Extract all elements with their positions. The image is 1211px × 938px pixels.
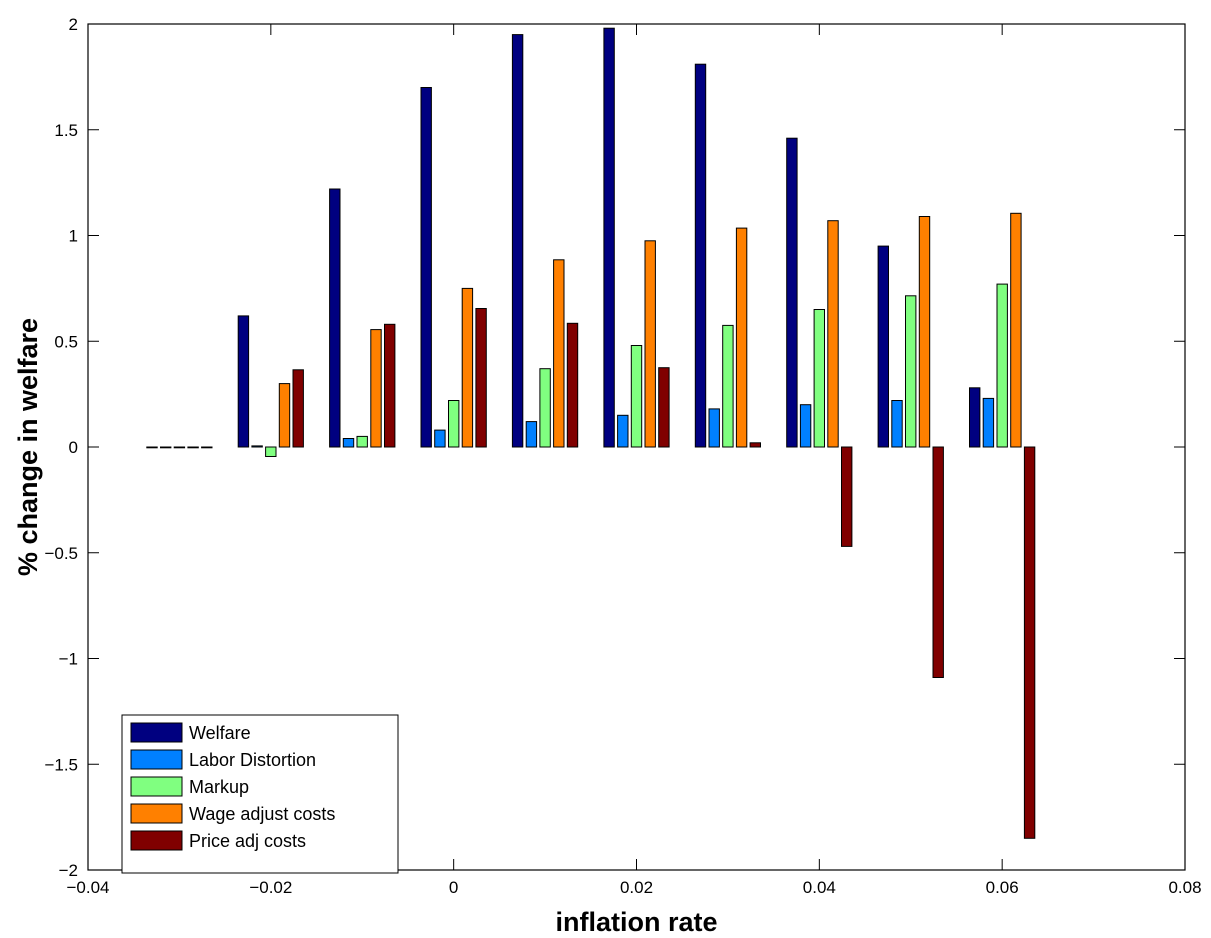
bar-welfare [329, 188, 341, 448]
bar-labor-distortion [434, 429, 446, 448]
bar-price-adj-costs [1023, 446, 1036, 839]
bar-welfare [237, 315, 250, 448]
bar-series-group [146, 27, 1036, 839]
legend: Welfare Labor Distortion Markup Wage adjust… [121, 714, 399, 874]
bar-welfare [694, 63, 707, 448]
y-tick-label: 0.5 [54, 332, 78, 351]
y-axis-title: % change in welfare [13, 318, 43, 576]
y-tick-label: 1 [69, 227, 78, 246]
x-tick-label: −0.04 [66, 878, 109, 897]
bar-markup [265, 446, 277, 457]
bar-welfare [420, 87, 432, 448]
bar-price-adj-costs [841, 446, 853, 547]
bar-markup [905, 295, 917, 448]
bar-wage-adjust-costs [461, 287, 474, 448]
bar-welfare [877, 245, 889, 448]
y-tick-label: −1.5 [44, 755, 78, 774]
bar-price-adj-costs [932, 446, 944, 678]
bar-welfare [146, 446, 158, 449]
legend-label: Markup [189, 777, 249, 797]
x-tick-label: 0.06 [986, 878, 1019, 897]
bar-price-adj-costs [658, 367, 670, 448]
bar-labor-distortion [525, 421, 538, 448]
bar-wage-adjust-costs [827, 220, 839, 448]
bar-labor-distortion [982, 397, 995, 448]
legend-swatch [130, 749, 183, 770]
legend-label: Price adj costs [189, 831, 306, 851]
bar-welfare [603, 27, 615, 448]
bar-wage-adjust-costs [278, 383, 291, 448]
legend-label: Welfare [189, 723, 251, 743]
y-tick-label: 1.5 [54, 121, 78, 140]
legend-label: Wage adjust costs [189, 804, 335, 824]
bar-labor-distortion [708, 408, 720, 448]
bar-markup [539, 368, 551, 448]
bar-markup [813, 309, 825, 448]
bar-welfare [969, 387, 981, 448]
bar-wage-adjust-costs [187, 446, 199, 449]
bar-wage-adjust-costs [735, 227, 748, 448]
bar-price-adj-costs [292, 369, 304, 448]
bar-welfare [511, 34, 524, 448]
y-tick-label: −0.5 [44, 544, 78, 563]
bar-labor-distortion [891, 400, 903, 448]
legend-swatch [130, 803, 183, 824]
x-tick-label: 0.08 [1168, 878, 1201, 897]
bar-labor-distortion [799, 404, 812, 448]
bar-price-adj-costs [566, 322, 579, 448]
x-axis-title: inflation rate [555, 907, 717, 937]
bar-labor-distortion [342, 438, 355, 448]
bar-markup [173, 446, 186, 449]
y-tick-label: −2 [59, 861, 78, 880]
y-tick-label: 0 [69, 438, 78, 457]
bar-markup [722, 324, 734, 448]
bar-markup [996, 283, 1008, 448]
x-tick-label: 0.02 [620, 878, 653, 897]
bar-price-adj-costs [475, 308, 487, 448]
bar-wage-adjust-costs [370, 329, 382, 448]
bar-wage-adjust-costs [1010, 212, 1022, 448]
bar-markup [630, 345, 643, 448]
bar-wage-adjust-costs [918, 216, 931, 448]
bar-welfare [786, 137, 798, 448]
bar-wage-adjust-costs [644, 240, 656, 448]
x-tick-label: 0 [449, 878, 458, 897]
legend-swatch [130, 830, 183, 851]
legend-swatch [130, 722, 183, 743]
bar-labor-distortion [160, 446, 172, 449]
bar-labor-distortion [251, 445, 263, 448]
bar-price-adj-costs [201, 446, 213, 449]
legend-swatch [130, 776, 183, 797]
y-tick-label: −1 [59, 650, 78, 669]
x-tick-label: −0.02 [249, 878, 292, 897]
bar-labor-distortion [617, 414, 629, 448]
bar-markup [448, 400, 460, 448]
bar-wage-adjust-costs [553, 259, 565, 448]
bar-price-adj-costs [749, 442, 761, 448]
y-tick-label: 2 [69, 15, 78, 34]
plot-frame [87, 23, 1186, 871]
bar-price-adj-costs [384, 323, 396, 448]
x-tick-label: 0.04 [803, 878, 836, 897]
legend-label: Labor Distortion [189, 750, 316, 770]
bar-markup [356, 435, 368, 448]
